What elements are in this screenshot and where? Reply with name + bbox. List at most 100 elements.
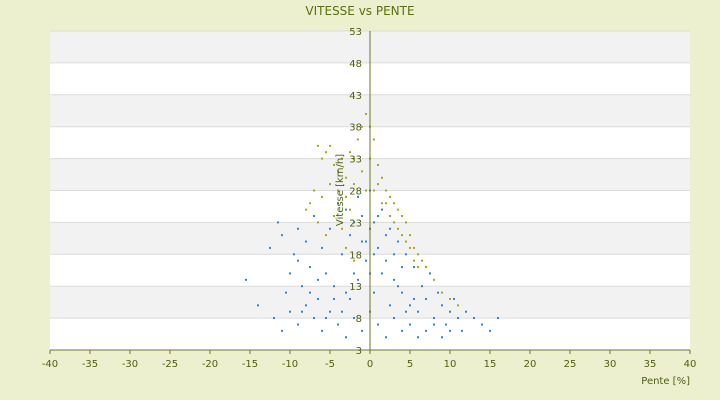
data-point-series-0	[353, 183, 355, 186]
data-point-series-0	[409, 246, 411, 249]
x-tick-label: -5	[325, 359, 335, 370]
data-point-series-0	[389, 195, 391, 198]
data-point-series-0	[441, 291, 443, 294]
data-point-series-1	[449, 329, 451, 332]
x-tick-label: -30	[122, 359, 138, 370]
data-point-series-0	[381, 176, 383, 179]
data-point-series-0	[393, 221, 395, 224]
data-point-series-1	[465, 310, 467, 313]
tick-labels: -40 -35 -30 -25 -20 -15 -10 -5 0 5 10 15 20 25 30 35 40 3…	[42, 27, 697, 370]
data-point-series-0	[329, 183, 331, 186]
data-point-series-1	[373, 253, 375, 256]
data-point-series-0	[421, 259, 423, 262]
data-point-series-1	[433, 323, 435, 326]
data-point-series-1	[329, 227, 331, 230]
data-point-series-0	[413, 246, 415, 249]
y-tick-label: 23	[349, 218, 362, 229]
data-point-series-0	[385, 189, 387, 192]
x-tick-label: 15	[484, 359, 497, 370]
data-point-series-1	[473, 317, 475, 320]
data-point-series-0	[305, 208, 307, 211]
data-point-series-1	[377, 215, 379, 218]
data-point-series-1	[397, 240, 399, 243]
data-point-series-0	[337, 189, 339, 192]
y-tick-label: 8	[356, 314, 362, 325]
x-tick-label: -35	[82, 359, 98, 370]
data-point-series-1	[401, 266, 403, 269]
y-tick-label: 53	[349, 27, 362, 38]
data-point-series-1	[409, 304, 411, 307]
data-point-series-0	[345, 176, 347, 179]
x-tick-label: -40	[42, 359, 58, 370]
data-point-series-1	[301, 285, 303, 288]
data-point-series-0	[333, 215, 335, 218]
data-point-series-1	[273, 317, 275, 320]
x-tick-label: 40	[684, 359, 697, 370]
y-axis-label: Vitesse [km/h]	[335, 154, 346, 226]
data-point-series-1	[497, 317, 499, 320]
data-point-series-0	[321, 157, 323, 160]
data-point-series-1	[321, 246, 323, 249]
data-point-series-1	[421, 285, 423, 288]
data-point-series-0	[397, 208, 399, 211]
data-point-series-0	[337, 170, 339, 173]
data-point-series-0	[329, 144, 331, 147]
data-point-series-1	[269, 246, 271, 249]
data-point-series-1	[373, 291, 375, 294]
data-point-series-1	[401, 329, 403, 332]
data-point-series-1	[349, 234, 351, 237]
data-point-series-1	[457, 317, 459, 320]
data-point-series-1	[445, 323, 447, 326]
x-tick-label: 35	[644, 359, 657, 370]
data-point-series-0	[397, 227, 399, 230]
data-point-series-1	[297, 259, 299, 262]
data-point-series-1	[393, 278, 395, 281]
data-point-series-1	[437, 291, 439, 294]
y-tick-label: 38	[349, 123, 362, 134]
data-point-series-1	[345, 208, 347, 211]
data-point-series-1	[301, 310, 303, 313]
y-tick-label: 18	[349, 250, 362, 261]
x-tick-label: 20	[524, 359, 537, 370]
data-point-series-1	[313, 317, 315, 320]
data-point-series-1	[381, 208, 383, 211]
data-point-series-1	[349, 297, 351, 300]
data-point-series-0	[457, 304, 459, 307]
data-point-series-1	[333, 285, 335, 288]
x-tick-label: -15	[242, 359, 258, 370]
x-tick-label: 0	[367, 359, 373, 370]
data-point-series-0	[373, 138, 375, 141]
data-point-series-0	[361, 125, 363, 128]
data-point-series-0	[349, 151, 351, 154]
data-point-series-1	[401, 291, 403, 294]
data-point-series-0	[349, 208, 351, 211]
data-point-series-0	[325, 151, 327, 154]
data-point-series-1	[433, 317, 435, 320]
x-tick-label: 5	[407, 359, 413, 370]
y-tick-label: 43	[349, 91, 362, 102]
data-point-series-1	[405, 310, 407, 313]
data-point-series-0	[365, 189, 367, 192]
data-point-series-0	[321, 195, 323, 198]
y-tick-label: 28	[349, 187, 362, 198]
data-point-series-1	[393, 317, 395, 320]
data-point-series-1	[377, 323, 379, 326]
data-point-series-1	[441, 336, 443, 339]
data-point-series-0	[401, 234, 403, 237]
data-point-series-1	[317, 297, 319, 300]
data-point-series-1	[389, 227, 391, 230]
x-axis-label: Pente [%]	[641, 376, 690, 387]
data-point-series-0	[405, 221, 407, 224]
data-point-series-1	[461, 329, 463, 332]
data-point-series-1	[313, 215, 315, 218]
data-point-series-1	[481, 323, 483, 326]
data-point-series-0	[381, 202, 383, 205]
data-point-series-1	[405, 253, 407, 256]
data-point-series-0	[345, 195, 347, 198]
data-point-series-0	[317, 144, 319, 147]
data-point-series-1	[281, 329, 283, 332]
data-point-series-1	[489, 329, 491, 332]
x-tick-label: 30	[604, 359, 617, 370]
data-point-series-1	[293, 253, 295, 256]
